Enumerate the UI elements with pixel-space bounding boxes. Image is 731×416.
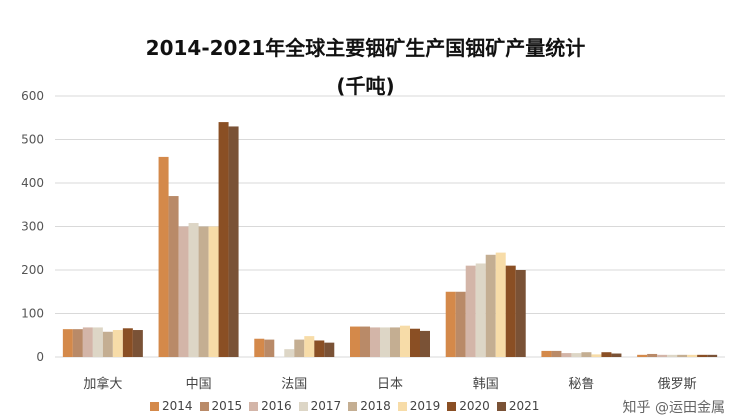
bar-2019 <box>304 336 315 357</box>
bar-2017 <box>571 353 582 357</box>
bar-2021 <box>228 126 239 357</box>
legend-swatch <box>397 401 407 411</box>
x-tick-label: 法国 <box>281 377 307 392</box>
chart-title: 2014-2021年全球主要铟矿生产国铟矿产量统计 <box>145 36 586 60</box>
bar-2021 <box>611 353 622 357</box>
x-tick-label: 秘鲁 <box>568 377 594 392</box>
legend-item: 2017 <box>298 399 342 413</box>
bar-2015 <box>551 350 562 357</box>
bar-2015 <box>455 291 466 357</box>
bar-2020 <box>601 352 612 357</box>
y-tick-label: 300 <box>21 220 44 234</box>
bar-2018 <box>294 339 305 357</box>
chart-subtitle: (千吨) <box>336 74 395 98</box>
bar-2021 <box>132 330 143 357</box>
y-tick-label: 0 <box>36 350 44 364</box>
legend-label: 2019 <box>409 399 441 413</box>
legend-item: 2021 <box>496 399 540 413</box>
legend-swatch <box>496 401 506 411</box>
bar-2015 <box>168 196 179 357</box>
legend-item: 2018 <box>348 399 391 413</box>
bar-2015 <box>264 339 275 357</box>
bar-2018 <box>581 352 592 357</box>
y-tick-label: 600 <box>21 89 44 103</box>
legend-label: 2017 <box>310 399 342 413</box>
bar-2015 <box>647 353 658 357</box>
legend-label: 2016 <box>261 399 292 413</box>
legend-item: 2020 <box>447 399 490 413</box>
legend: 2014 2015 2016 2017 2018 2019 2020 2021 <box>150 399 539 413</box>
y-tick-label: 400 <box>21 176 44 190</box>
bar-2018 <box>390 327 400 357</box>
bar-2017 <box>284 349 295 357</box>
bar-2018 <box>102 331 113 357</box>
bar-2019 <box>112 330 123 357</box>
bar-2020 <box>410 328 420 357</box>
bar-2021 <box>420 330 430 357</box>
bar-2014 <box>254 338 265 357</box>
bar-2021 <box>324 342 335 357</box>
legend-item: 2016 <box>249 399 292 413</box>
bar-2018 <box>198 226 209 357</box>
bar-2016 <box>561 353 572 357</box>
bar-2020 <box>122 328 133 357</box>
x-tick-label: 俄罗斯 <box>658 377 697 392</box>
legend-label: 2021 <box>508 399 540 413</box>
bar-2019 <box>495 252 506 357</box>
bar-2014 <box>158 156 169 357</box>
bar-2017 <box>380 327 390 357</box>
y-tick-label: 500 <box>21 133 44 147</box>
bar-2014 <box>62 329 73 357</box>
x-tick-label: 日本 <box>377 377 403 392</box>
bar-2019 <box>208 226 219 357</box>
legend-label: 2020 <box>459 399 490 413</box>
legend-swatch <box>447 401 457 411</box>
bar-2020 <box>314 340 325 357</box>
bar-2019 <box>591 354 602 357</box>
bar-2019 <box>687 354 698 357</box>
bar-2014 <box>445 291 456 357</box>
bar-2021 <box>707 354 718 357</box>
bar-2016 <box>82 327 93 357</box>
bar-2016 <box>657 354 668 357</box>
legend-label: 2018 <box>360 399 391 413</box>
bar-2015 <box>72 329 83 357</box>
bar-2017 <box>475 263 486 357</box>
y-tick-label: 100 <box>21 307 44 321</box>
bar-2021 <box>515 270 526 357</box>
legend-item: 2015 <box>199 399 243 413</box>
y-tick-label: 200 <box>21 263 44 277</box>
bar-2014 <box>541 350 552 357</box>
bar-2020 <box>505 265 516 357</box>
legend-swatch <box>150 401 159 411</box>
legend-swatch <box>249 401 259 411</box>
bar-2016 <box>178 226 189 357</box>
watermark: 知乎 @运田金属 <box>622 400 725 416</box>
legend-swatch <box>199 401 209 411</box>
legend-swatch <box>348 401 358 411</box>
x-tick-label: 加拿大 <box>83 376 122 392</box>
x-tick-label: 中国 <box>186 377 212 392</box>
legend-swatch <box>298 401 308 411</box>
bar-2017 <box>667 354 678 357</box>
bar-2016 <box>465 265 476 357</box>
bar-2018 <box>485 254 496 357</box>
bar-2019 <box>400 325 410 357</box>
bar-2018 <box>677 354 688 357</box>
legend-item: 2019 <box>397 399 441 413</box>
legend-label: 2014 <box>162 399 193 413</box>
legend-label: 2015 <box>211 399 243 413</box>
bar-2020 <box>218 122 229 357</box>
bar-2015 <box>360 326 370 357</box>
bar-2014 <box>350 326 360 357</box>
x-tick-label: 韩国 <box>473 377 499 392</box>
legend-item: 2014 <box>150 399 193 413</box>
bar-2016 <box>370 327 380 357</box>
bar-2014 <box>637 354 648 357</box>
bar-2020 <box>697 354 708 357</box>
bar-2017 <box>92 327 103 357</box>
bar-2017 <box>188 223 199 357</box>
